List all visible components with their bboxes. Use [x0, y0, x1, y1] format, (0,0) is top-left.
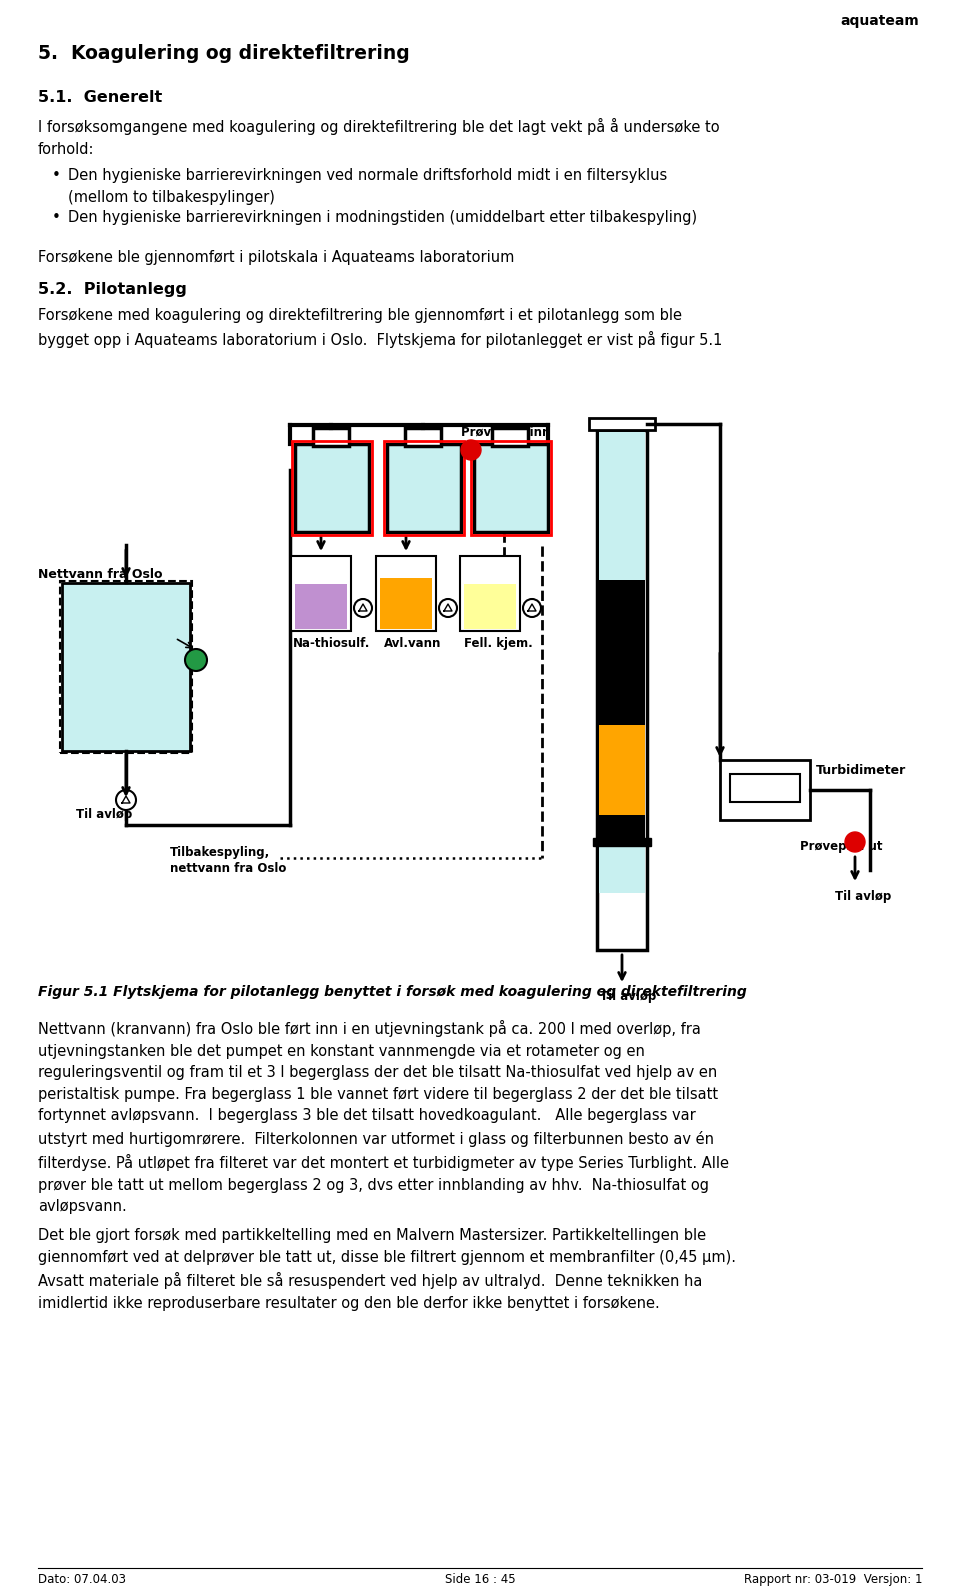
Bar: [291, 555, 351, 630]
Bar: [730, 774, 800, 803]
Bar: [599, 843, 645, 894]
Text: Den hygieniske barrierevirkningen ved normale driftsforhold midt i en filtersykl: Den hygieniske barrierevirkningen ved no…: [68, 168, 667, 204]
Text: nettvann fra Oslo: nettvann fra Oslo: [170, 862, 286, 875]
Bar: [295, 584, 347, 629]
Text: Tilbakespyling,: Tilbakespyling,: [170, 846, 271, 859]
Bar: [62, 583, 190, 752]
Bar: [376, 555, 436, 630]
Circle shape: [185, 650, 207, 670]
Text: Forsøkene ble gjennomført i pilotskala i Aquateams laboratorium: Forsøkene ble gjennomført i pilotskala i…: [38, 251, 515, 265]
Text: Dato: 07.04.03: Dato: 07.04.03: [38, 1574, 126, 1586]
Bar: [599, 433, 645, 579]
Circle shape: [845, 832, 865, 852]
Text: Nettvann fra Oslo: Nettvann fra Oslo: [38, 568, 162, 581]
Text: Den hygieniske barrierevirkningen i modningstiden (umiddelbart etter tilbakespyl: Den hygieniske barrierevirkningen i modn…: [68, 211, 697, 225]
Text: Fell. kjem.: Fell. kjem.: [464, 637, 533, 650]
Text: I forsøksomgangene med koagulering og direktefiltrering ble det lagt vekt på å u: I forsøksomgangene med koagulering og di…: [38, 118, 720, 156]
Text: Nettvann (kranvann) fra Oslo ble ført inn i en utjevningstank på ca. 200 l med o: Nettvann (kranvann) fra Oslo ble ført in…: [38, 1020, 729, 1215]
Text: Prøvepkt. inn: Prøvepkt. inn: [461, 426, 550, 439]
Circle shape: [461, 440, 481, 460]
Bar: [384, 440, 464, 535]
Text: Avl.vann: Avl.vann: [384, 637, 442, 650]
Text: Prøvepkt. ut: Prøvepkt. ut: [800, 839, 882, 852]
Text: •: •: [52, 168, 60, 184]
Text: •: •: [52, 211, 60, 225]
Circle shape: [523, 598, 541, 618]
Text: Na-thiosulf.: Na-thiosulf.: [293, 637, 371, 650]
Bar: [380, 578, 432, 629]
Circle shape: [439, 598, 457, 618]
Text: Til avløp: Til avløp: [76, 808, 132, 820]
Text: 5.1.  Generelt: 5.1. Generelt: [38, 89, 162, 105]
Circle shape: [354, 598, 372, 618]
Bar: [589, 418, 655, 429]
Bar: [464, 584, 516, 629]
Bar: [295, 444, 369, 531]
Text: Forsøkene med koagulering og direktefiltrering ble gjennomført i et pilotanlegg : Forsøkene med koagulering og direktefilt…: [38, 308, 722, 348]
Text: Til avløp: Til avløp: [835, 891, 891, 903]
Text: Rapport nr: 03-019  Versjon: 1: Rapport nr: 03-019 Versjon: 1: [743, 1574, 922, 1586]
Text: Det ble gjort forsøk med partikkeltelling med en Malvern Mastersizer. Partikkelt: Det ble gjort forsøk med partikkeltellin…: [38, 1227, 736, 1310]
Text: 5.  Koagulering og direktefiltrering: 5. Koagulering og direktefiltrering: [38, 45, 410, 62]
Bar: [599, 579, 645, 725]
Bar: [313, 428, 349, 445]
Bar: [292, 440, 372, 535]
Bar: [593, 838, 651, 846]
Text: Til avløp: Til avløp: [600, 990, 657, 1002]
Bar: [471, 440, 551, 535]
Bar: [460, 555, 520, 630]
Text: Figur 5.1 Flytskjema for pilotanlegg benyttet i forsøk med koagulering og direkt: Figur 5.1 Flytskjema for pilotanlegg ben…: [38, 985, 747, 999]
Bar: [492, 428, 528, 445]
Bar: [720, 760, 810, 820]
Bar: [599, 725, 645, 816]
Text: 5.2.  Pilotanlegg: 5.2. Pilotanlegg: [38, 282, 187, 297]
Text: Turbidimeter: Turbidimeter: [816, 764, 906, 777]
Circle shape: [116, 790, 136, 811]
Bar: [474, 444, 548, 531]
Bar: [405, 428, 441, 445]
Text: aquateam: aquateam: [840, 14, 919, 29]
Bar: [60, 581, 192, 753]
Bar: [599, 816, 645, 843]
Bar: [597, 429, 647, 950]
Text: Side 16 : 45: Side 16 : 45: [444, 1574, 516, 1586]
Bar: [387, 444, 461, 531]
